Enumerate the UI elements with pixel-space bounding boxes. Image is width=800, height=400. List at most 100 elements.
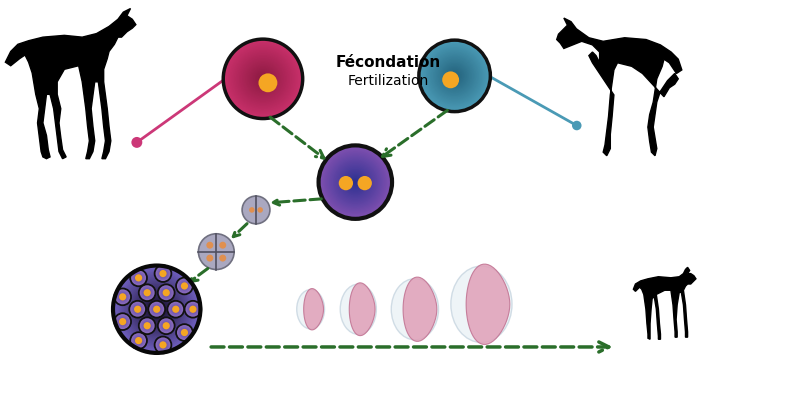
Circle shape (130, 332, 147, 349)
Circle shape (114, 267, 199, 351)
Circle shape (158, 341, 167, 349)
Circle shape (141, 320, 154, 332)
Circle shape (138, 290, 175, 328)
Circle shape (351, 178, 359, 186)
Circle shape (219, 255, 226, 262)
Circle shape (162, 344, 164, 346)
Circle shape (135, 307, 140, 311)
Circle shape (190, 306, 196, 312)
Circle shape (122, 275, 191, 344)
Circle shape (158, 340, 168, 350)
Circle shape (157, 339, 170, 351)
Circle shape (147, 300, 166, 318)
Circle shape (118, 270, 196, 348)
Circle shape (181, 282, 188, 290)
Circle shape (198, 234, 234, 270)
Circle shape (134, 305, 142, 314)
Circle shape (252, 68, 274, 90)
Circle shape (145, 324, 150, 328)
Circle shape (250, 66, 276, 92)
Circle shape (350, 177, 361, 187)
Circle shape (138, 284, 155, 301)
Circle shape (159, 341, 166, 348)
Circle shape (341, 168, 370, 196)
Circle shape (134, 274, 142, 282)
Circle shape (433, 54, 476, 97)
Circle shape (162, 322, 170, 329)
Circle shape (134, 336, 142, 345)
Circle shape (223, 39, 302, 118)
Circle shape (116, 290, 129, 303)
Circle shape (432, 53, 478, 99)
Circle shape (429, 50, 480, 102)
Circle shape (135, 275, 142, 281)
Circle shape (425, 46, 485, 106)
Circle shape (262, 77, 265, 80)
Polygon shape (557, 18, 682, 156)
Circle shape (342, 169, 369, 195)
Circle shape (118, 292, 128, 302)
Circle shape (164, 324, 168, 328)
Circle shape (158, 268, 168, 279)
Circle shape (144, 323, 150, 329)
Circle shape (182, 284, 186, 288)
Circle shape (129, 281, 185, 337)
Circle shape (116, 315, 129, 328)
Circle shape (165, 292, 167, 294)
Circle shape (121, 295, 125, 299)
Ellipse shape (340, 284, 376, 334)
Circle shape (158, 269, 167, 278)
Circle shape (113, 266, 200, 353)
Circle shape (135, 274, 142, 282)
Circle shape (163, 323, 170, 329)
Circle shape (160, 320, 173, 332)
Text: Fécondation: Fécondation (335, 56, 441, 70)
Circle shape (154, 307, 158, 311)
Circle shape (142, 295, 170, 323)
Circle shape (160, 270, 166, 277)
Circle shape (173, 306, 179, 312)
Circle shape (164, 291, 168, 295)
Circle shape (177, 279, 192, 293)
Circle shape (140, 318, 154, 333)
Circle shape (419, 40, 490, 112)
Circle shape (445, 66, 465, 86)
Circle shape (114, 313, 131, 330)
Circle shape (116, 269, 198, 350)
Circle shape (143, 289, 150, 296)
Circle shape (135, 287, 178, 331)
Circle shape (182, 283, 187, 289)
Circle shape (258, 73, 278, 92)
Circle shape (138, 277, 140, 279)
Circle shape (347, 174, 363, 190)
Circle shape (353, 180, 358, 185)
Circle shape (143, 322, 150, 329)
Circle shape (430, 52, 479, 100)
Circle shape (121, 320, 125, 324)
Circle shape (138, 317, 155, 334)
Text: Fertilization: Fertilization (347, 74, 429, 88)
Circle shape (124, 276, 190, 342)
Circle shape (179, 327, 190, 338)
Circle shape (130, 302, 145, 316)
Circle shape (337, 164, 374, 200)
Circle shape (154, 336, 171, 353)
Circle shape (191, 307, 195, 311)
Circle shape (122, 320, 124, 323)
Circle shape (130, 270, 147, 286)
Circle shape (450, 72, 459, 80)
Circle shape (142, 320, 153, 331)
Circle shape (137, 276, 141, 280)
Circle shape (452, 73, 458, 79)
Circle shape (249, 64, 278, 93)
Circle shape (146, 292, 148, 294)
Circle shape (343, 170, 367, 194)
Circle shape (134, 306, 141, 312)
Circle shape (322, 149, 388, 215)
Circle shape (132, 272, 145, 284)
Circle shape (174, 307, 178, 311)
Circle shape (140, 285, 154, 300)
Circle shape (126, 278, 188, 340)
Circle shape (144, 290, 150, 296)
Circle shape (144, 297, 169, 322)
